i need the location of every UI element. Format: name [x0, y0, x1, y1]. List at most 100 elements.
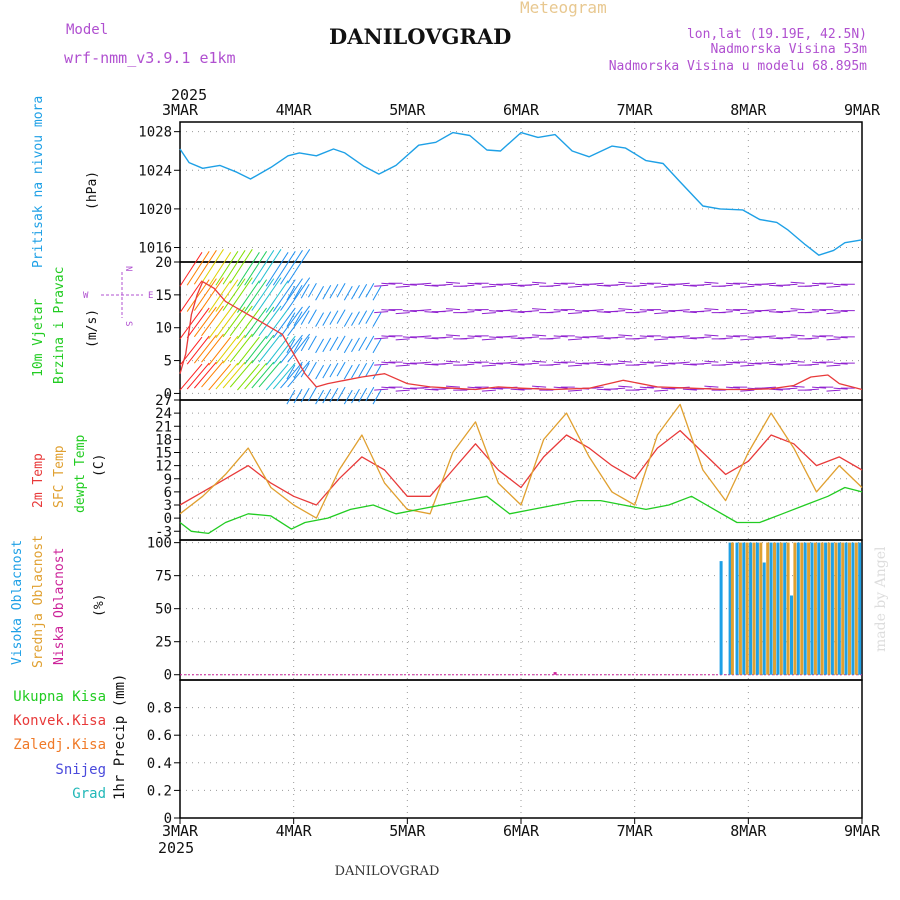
temp-dewpoint-line: [179, 486, 863, 535]
wind-vector: [229, 305, 253, 337]
wind-vector: [272, 335, 296, 365]
wind-vector: [222, 306, 246, 338]
wind-vector: [718, 284, 733, 287]
cloud-bar-mid: [827, 542, 831, 675]
wind-vector: [510, 311, 525, 314]
wind-vector: [718, 363, 733, 366]
wind-vector: [489, 336, 504, 339]
svg-text:10m Vjetar: 10m Vjetar: [31, 299, 46, 377]
wind-vector: [372, 312, 382, 327]
wind-vector: [682, 363, 697, 366]
wind-vector: [747, 336, 762, 339]
wind-vector: [481, 312, 496, 315]
wind-vector: [381, 335, 396, 338]
wind-vector: [503, 309, 518, 312]
svg-text:Pritisak na nivou mora: Pritisak na nivou mora: [31, 96, 46, 268]
model-altitude-info: Nadmorska Visina u modelu 68.895m: [609, 59, 867, 74]
cloud-bar-mid: [779, 542, 783, 675]
wind-vector: [768, 337, 784, 340]
wind-vector: [575, 283, 590, 286]
y-tick-label: 0: [164, 511, 172, 527]
wind-vector: [718, 337, 733, 340]
wind-vector: [300, 387, 310, 403]
wind-vector: [575, 336, 590, 339]
wind-vector: [280, 361, 303, 389]
wind-vector: [402, 336, 417, 339]
wind-vector: [381, 282, 396, 285]
cloud-bar-high: [837, 542, 841, 675]
wind-vector: [740, 338, 755, 341]
wind-vector: [287, 277, 311, 310]
wind-vector: [424, 284, 439, 287]
x-tick-label-top: 9MAR: [844, 101, 881, 119]
wind-vector: [661, 362, 676, 365]
wind-vector: [372, 286, 382, 301]
wind-vector: [589, 361, 604, 364]
y-tick-label: 1016: [138, 241, 172, 257]
x-tick-label-top: 3MAR: [162, 101, 199, 119]
wind-vector: [661, 283, 676, 286]
wind-vector: [489, 310, 504, 313]
wind-vector: [258, 249, 282, 284]
wind-vector: [804, 337, 819, 340]
wind-vector: [567, 312, 583, 315]
svg-text:N: N: [123, 266, 133, 271]
wind-vector: [336, 386, 346, 402]
y-tick-label: 3: [164, 498, 172, 514]
wind-vector: [445, 334, 461, 337]
wind-vector: [336, 335, 346, 351]
wind-vector: [682, 284, 697, 287]
wind-vector: [365, 361, 375, 377]
wind-vector: [351, 285, 360, 300]
clouds-axis-title: Visoka Oblacnost Srednja Oblacnost Niska…: [10, 535, 107, 668]
wind-vector: [293, 285, 303, 300]
y-tick-label: 20: [155, 255, 172, 271]
svg-text:2m Temp: 2m Temp: [31, 453, 46, 508]
wind-vector: [575, 362, 590, 365]
wind-vector: [524, 283, 539, 286]
cloud-bar-mid: [773, 542, 776, 675]
cloud-bar-high: [790, 595, 793, 675]
wind-vector: [761, 361, 776, 364]
wind-vector: [833, 283, 848, 286]
cloud-bar-mid: [752, 542, 756, 675]
wind-vector: [229, 360, 253, 388]
wind-vector: [618, 334, 633, 337]
wind-vector: [208, 308, 232, 340]
wind-vector: [179, 252, 203, 287]
wind-vector: [372, 338, 382, 354]
wind-vector: [186, 279, 210, 312]
wind-vector: [329, 284, 339, 299]
cloud-bar-high: [769, 542, 773, 675]
wind-vector: [611, 362, 626, 365]
wind-vector: [704, 334, 719, 337]
svg-text:(C): (C): [92, 454, 107, 477]
wind-vector: [222, 334, 246, 364]
wind-vector: [682, 388, 697, 391]
cloud-bar-high: [810, 542, 814, 675]
wind-vector: [553, 309, 568, 312]
y-tick-label: 21: [155, 419, 172, 435]
cloud-bar-mid: [759, 542, 763, 675]
wind-vector: [460, 363, 475, 366]
wind-vector: [222, 361, 246, 389]
wind-vector: [639, 309, 654, 312]
wind-vector: [725, 386, 740, 389]
wind-axis-title: 10m Vjetar Brzina i Pravac (m/s): [31, 267, 100, 384]
wind-vector: [740, 364, 755, 367]
wind-speed-line: [179, 281, 863, 391]
wind-vector: [503, 282, 518, 285]
wind-vector: [300, 362, 310, 378]
wind-vector: [812, 309, 827, 312]
y-tick-label: 24: [155, 406, 172, 422]
wind-vector: [201, 305, 224, 337]
wind-vector: [244, 335, 267, 365]
wind-vector: [208, 280, 232, 313]
wind-vector: [215, 335, 239, 365]
wind-vector: [546, 337, 561, 340]
cloud-bar-mid: [745, 542, 749, 675]
wind-vector: [445, 308, 461, 311]
x-tick-label-bottom: 7MAR: [617, 822, 654, 840]
wind-vector: [632, 363, 647, 366]
svg-text:Niska Oblacnost: Niska Oblacnost: [52, 548, 67, 665]
